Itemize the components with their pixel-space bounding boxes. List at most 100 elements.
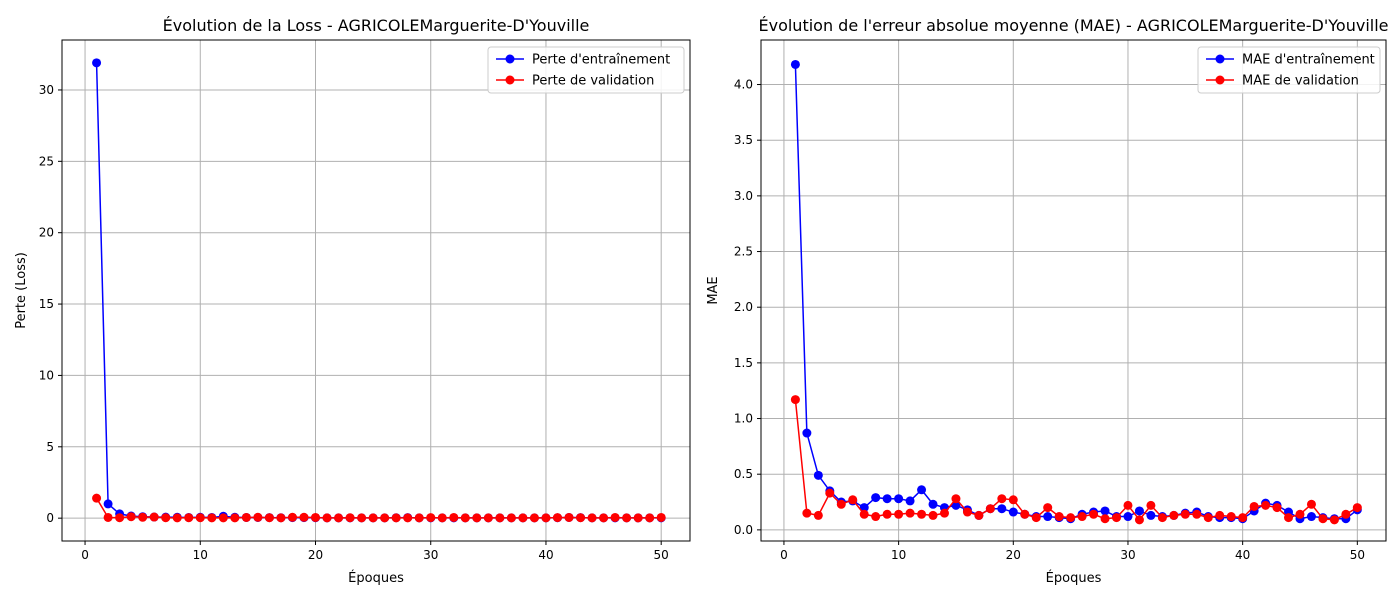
- data-point: [334, 513, 344, 523]
- series-line-1: [95, 62, 662, 519]
- data-point: [1054, 512, 1064, 522]
- data-point: [403, 513, 413, 523]
- data-point: [380, 513, 390, 523]
- data-point: [92, 58, 102, 68]
- data-point: [414, 513, 424, 523]
- data-point: [1226, 512, 1236, 522]
- data-point: [483, 513, 493, 523]
- data-point: [184, 513, 194, 523]
- data-point: [126, 512, 136, 522]
- data-point: [1066, 513, 1076, 523]
- x-tick-label: 30: [423, 548, 438, 562]
- x-tick-label: 0: [780, 548, 788, 562]
- data-point: [541, 513, 551, 523]
- series-line-1: [794, 64, 1358, 520]
- y-tick-label: 1.0: [734, 412, 753, 426]
- data-point: [92, 493, 102, 503]
- y-tick-label: 1.5: [734, 356, 753, 370]
- data-point: [506, 513, 516, 523]
- data-point: [894, 509, 904, 519]
- data-point: [1077, 512, 1087, 522]
- data-point: [917, 485, 927, 495]
- data-point: [449, 512, 459, 522]
- data-point: [997, 504, 1007, 514]
- data-point: [1249, 501, 1259, 511]
- data-point: [103, 499, 113, 509]
- data-point: [1100, 506, 1110, 516]
- legend-marker: [505, 54, 515, 64]
- y-tick-label: 3.0: [734, 189, 753, 203]
- data-point: [1215, 510, 1225, 520]
- data-point: [871, 493, 881, 503]
- data-point: [1146, 510, 1156, 520]
- data-point: [790, 59, 800, 69]
- data-point: [1261, 500, 1271, 510]
- x-tick-label: 20: [1006, 548, 1021, 562]
- data-point: [645, 513, 655, 523]
- data-point: [825, 488, 835, 498]
- data-point: [599, 513, 609, 523]
- data-point: [1318, 514, 1328, 524]
- data-point: [1008, 495, 1018, 505]
- y-tick-label: 3.5: [734, 133, 753, 147]
- data-point: [1238, 513, 1248, 523]
- data-point: [1341, 509, 1351, 519]
- data-point: [790, 395, 800, 405]
- data-point: [951, 494, 961, 504]
- legend-label: MAE de validation: [1242, 74, 1359, 89]
- chart-title: Évolution de la Loss - AGRICOLEMarguerit…: [163, 16, 590, 35]
- x-tick-label: 10: [193, 548, 208, 562]
- data-point: [460, 513, 470, 523]
- data-point: [311, 512, 321, 522]
- chart-panel-2: 0 10 20 30 40 50 0.0 0.5 1.0 1.5 2.0 2.5 3.0 3.5 4.0 Év…: [706, 16, 1389, 586]
- legend-label: Perte d'entraînement: [532, 53, 670, 68]
- series-line-2: [794, 399, 1358, 522]
- data-point: [882, 509, 892, 519]
- data-point: [1134, 515, 1144, 525]
- data-point: [610, 512, 620, 522]
- data-point: [253, 512, 263, 522]
- data-point: [656, 512, 666, 522]
- data-point: [1329, 515, 1339, 525]
- data-point: [1306, 512, 1316, 522]
- legend-marker: [1215, 54, 1225, 64]
- data-point: [997, 494, 1007, 504]
- data-point: [138, 512, 148, 522]
- data-point: [802, 428, 812, 438]
- y-axis-label: MAE: [706, 276, 721, 304]
- data-point: [1192, 509, 1202, 519]
- data-point: [426, 513, 436, 523]
- data-point: [529, 513, 539, 523]
- data-point: [962, 507, 972, 517]
- x-axis-label: Époques: [1046, 570, 1102, 586]
- data-point: [241, 512, 251, 522]
- data-point: [1008, 507, 1018, 517]
- y-tick-label: 2.5: [734, 245, 753, 259]
- data-point: [1112, 513, 1122, 523]
- x-tick-label: 0: [81, 548, 89, 562]
- data-point: [917, 509, 927, 519]
- data-point: [1169, 510, 1179, 520]
- data-point: [1020, 509, 1030, 519]
- data-point: [1043, 503, 1053, 513]
- plot-frame: [760, 39, 1387, 542]
- data-point: [1157, 513, 1167, 523]
- data-point: [103, 512, 113, 522]
- y-axis-label: Perte (Loss): [14, 252, 29, 329]
- y-tick-label: 0: [46, 511, 54, 525]
- legend-marker: [505, 75, 515, 85]
- x-tick-label: 20: [308, 548, 323, 562]
- data-point: [1123, 512, 1133, 522]
- y-tick-label: 20: [39, 226, 54, 240]
- data-point: [587, 513, 597, 523]
- data-point: [518, 513, 528, 523]
- x-tick-label: 50: [654, 548, 669, 562]
- data-point: [939, 508, 949, 518]
- y-tick-label: 4.0: [734, 78, 753, 92]
- data-point: [218, 513, 228, 523]
- data-point: [172, 513, 182, 523]
- data-point: [813, 470, 823, 480]
- data-point: [859, 503, 869, 513]
- data-point: [1123, 500, 1133, 510]
- y-tick-label: 25: [39, 154, 54, 168]
